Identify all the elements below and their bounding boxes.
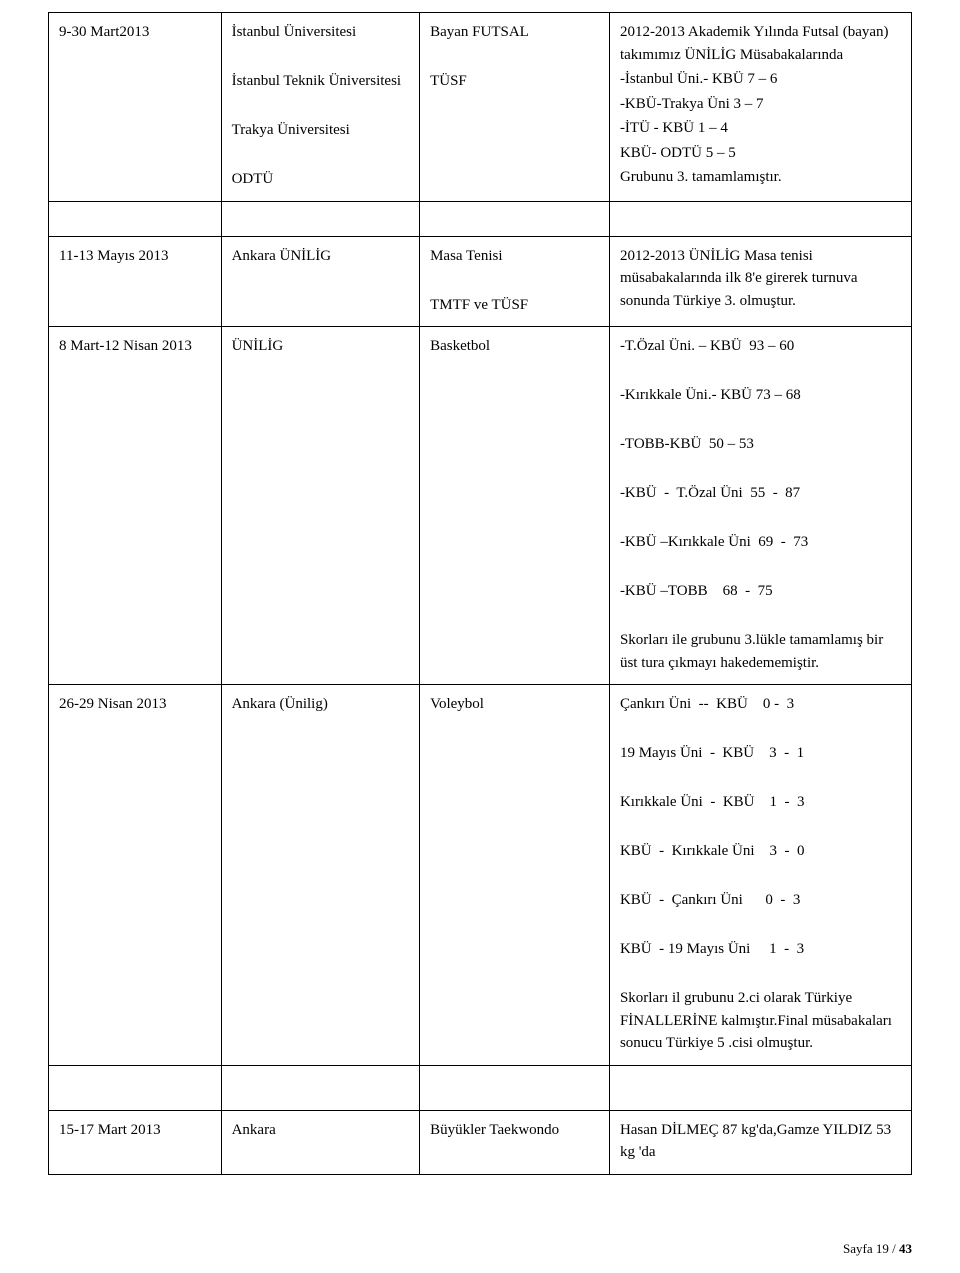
text-line: 2012-2013 ÜNİLİG Masa tenisi müsabakalar… — [620, 245, 901, 313]
text-line — [620, 409, 901, 432]
text-line: KBÜ - 19 Mayıs Üni 1 - 3 — [620, 938, 901, 961]
text-line: Büyükler Taekwondo — [430, 1119, 599, 1142]
text-line — [620, 816, 901, 839]
cell-results: 2012-2013 ÜNİLİG Masa tenisi müsabakalar… — [609, 236, 911, 327]
data-table: 9-30 Mart2013 İstanbul Üniversitesi İsta… — [48, 12, 912, 1175]
text-line: -KBÜ –Kırıkkale Üni 69 - 73 — [620, 531, 901, 554]
page-footer: Sayfa 19 / 43 — [843, 1241, 912, 1257]
text-line: ÜNİLİG — [232, 335, 409, 358]
footer-sep: / — [889, 1241, 899, 1256]
text-line: İstanbul Üniversitesi — [232, 21, 409, 44]
text-line — [620, 458, 901, 481]
cell-results: 2012-2013 Akademik Yılında Futsal (bayan… — [609, 13, 911, 202]
text-line: Trakya Üniversitesi — [232, 119, 409, 142]
text-line: Ankara ÜNİLİG — [232, 245, 409, 268]
table-row: 8 Mart-12 Nisan 2013 ÜNİLİG Basketbol -T… — [49, 327, 912, 685]
cell-results: Hasan DİLMEÇ 87 kg'da,Gamze YILDIZ 53 kg… — [609, 1110, 911, 1174]
text-line — [430, 269, 599, 292]
footer-page: 19 — [876, 1241, 889, 1256]
cell-institution: ÜNİLİG — [221, 327, 419, 685]
text-line: ODTÜ — [232, 168, 409, 191]
footer-total: 43 — [899, 1241, 912, 1256]
text-line: -KBÜ - T.Özal Üni 55 - 87 — [620, 482, 901, 505]
text-line — [620, 507, 901, 530]
cell-event: Büyükler Taekwondo — [420, 1110, 610, 1174]
text-line: Masa Tenisi — [430, 245, 599, 268]
text-line: TÜSF — [430, 70, 599, 93]
page: 9-30 Mart2013 İstanbul Üniversitesi İsta… — [0, 0, 960, 1273]
cell-date: 8 Mart-12 Nisan 2013 — [49, 327, 222, 685]
cell-institution: Ankara ÜNİLİG — [221, 236, 419, 327]
cell-date: 9-30 Mart2013 — [49, 13, 222, 202]
footer-prefix: Sayfa — [843, 1241, 876, 1256]
cell-results: Çankırı Üni -- KBÜ 0 - 3 19 Mayıs Üni - … — [609, 685, 911, 1066]
text-line: -İTÜ - KBÜ 1 – 4 — [620, 117, 901, 140]
text-line — [620, 865, 901, 888]
text-line: Ankara (Ünilig) — [232, 693, 409, 716]
text-line: -TOBB-KBÜ 50 – 53 — [620, 433, 901, 456]
text-line: İstanbul Teknik Üniversitesi — [232, 70, 409, 93]
cell-institution: Ankara — [221, 1110, 419, 1174]
cell-event: Voleybol — [420, 685, 610, 1066]
table-row: 26-29 Nisan 2013 Ankara (Ünilig) Voleybo… — [49, 685, 912, 1066]
text-line: 19 Mayıs Üni - KBÜ 3 - 1 — [620, 742, 901, 765]
text-line: KBÜ - Çankırı Üni 0 - 3 — [620, 889, 901, 912]
text-line: Grubunu 3. tamamlamıştır. — [620, 166, 901, 189]
text-line — [620, 360, 901, 383]
text-line: Ankara — [232, 1119, 409, 1142]
text-line: -KBÜ –TOBB 68 - 75 — [620, 580, 901, 603]
text-line — [620, 963, 901, 986]
text-line: Voleybol — [430, 693, 599, 716]
text-line: Kırıkkale Üni - KBÜ 1 - 3 — [620, 791, 901, 814]
text-line — [620, 605, 901, 628]
text-line: Hasan DİLMEÇ 87 kg'da,Gamze YILDIZ 53 kg… — [620, 1119, 901, 1164]
text-line: Skorları ile grubunu 3.lükle tamamlamış … — [620, 629, 901, 674]
cell-event: Basketbol — [420, 327, 610, 685]
text-line: Skorları il grubunu 2.ci olarak Türkiye … — [620, 987, 901, 1055]
text-line — [232, 144, 409, 167]
text-line — [232, 46, 409, 69]
text-line: Basketbol — [430, 335, 599, 358]
text-line: 2012-2013 Akademik Yılında Futsal (bayan… — [620, 21, 901, 66]
table-row: 9-30 Mart2013 İstanbul Üniversitesi İsta… — [49, 13, 912, 202]
text-line — [430, 46, 599, 69]
text-line — [620, 556, 901, 579]
text-line: Bayan FUTSAL — [430, 21, 599, 44]
cell-results: -T.Özal Üni. – KBÜ 93 – 60 -Kırıkkale Ün… — [609, 327, 911, 685]
spacer-row — [49, 201, 912, 236]
text-line — [620, 914, 901, 937]
cell-event: Bayan FUTSAL TÜSF — [420, 13, 610, 202]
text-line: Çankırı Üni -- KBÜ 0 - 3 — [620, 693, 901, 716]
text-line — [620, 718, 901, 741]
text-line — [620, 767, 901, 790]
spacer-row — [49, 1065, 912, 1110]
text-line — [232, 95, 409, 118]
cell-event: Masa Tenisi TMTF ve TÜSF — [420, 236, 610, 327]
text-line: -İstanbul Üni.- KBÜ 7 – 6 — [620, 68, 901, 91]
text-line: -T.Özal Üni. – KBÜ 93 – 60 — [620, 335, 901, 358]
table-row: 15-17 Mart 2013 Ankara Büyükler Taekwond… — [49, 1110, 912, 1174]
table-row: 11-13 Mayıs 2013 Ankara ÜNİLİG Masa Teni… — [49, 236, 912, 327]
text-line: -KBÜ-Trakya Üni 3 – 7 — [620, 93, 901, 116]
cell-date: 11-13 Mayıs 2013 — [49, 236, 222, 327]
text-line: KBÜ- ODTÜ 5 – 5 — [620, 142, 901, 165]
text-line: TMTF ve TÜSF — [430, 294, 599, 317]
text-line: KBÜ - Kırıkkale Üni 3 - 0 — [620, 840, 901, 863]
cell-institution: Ankara (Ünilig) — [221, 685, 419, 1066]
cell-date: 26-29 Nisan 2013 — [49, 685, 222, 1066]
text-line: -Kırıkkale Üni.- KBÜ 73 – 68 — [620, 384, 901, 407]
cell-date: 15-17 Mart 2013 — [49, 1110, 222, 1174]
cell-institution: İstanbul Üniversitesi İstanbul Teknik Ün… — [221, 13, 419, 202]
